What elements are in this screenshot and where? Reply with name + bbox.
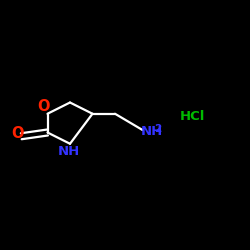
Text: NH: NH — [58, 145, 80, 158]
Text: NH: NH — [141, 125, 164, 138]
Text: O: O — [38, 99, 50, 114]
Text: 2: 2 — [154, 124, 162, 134]
Text: O: O — [11, 126, 23, 140]
Text: HCl: HCl — [180, 110, 206, 123]
